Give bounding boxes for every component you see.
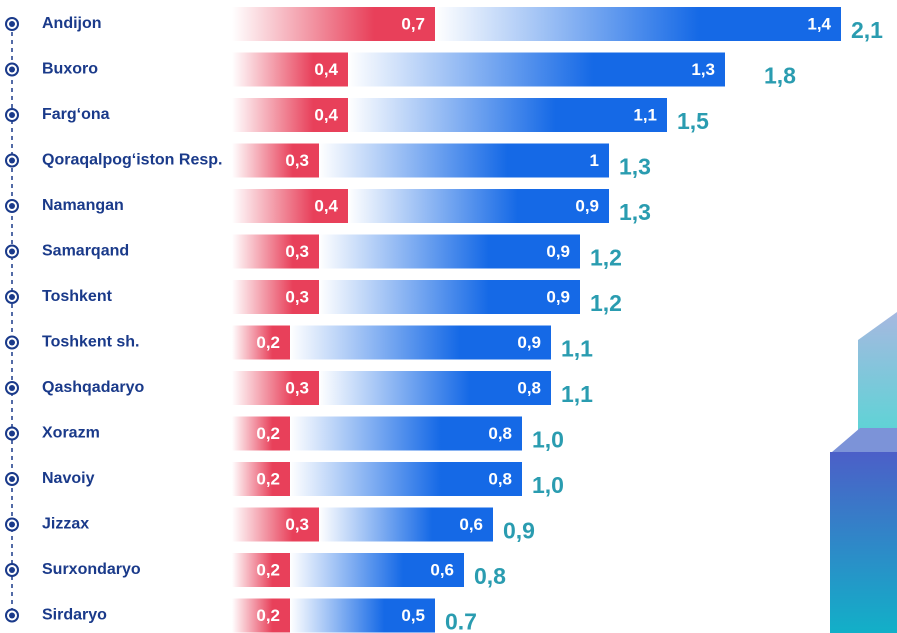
total-label: 1,1	[561, 381, 593, 407]
value-label: 0,4	[314, 60, 338, 79]
category-label: Buxoro	[42, 61, 98, 78]
bar-segment	[435, 7, 841, 41]
category-label: Xorazm	[42, 425, 100, 442]
chart: Andijon 0,7 1,4 2,1 Buxoro 0,4 1,3 1,8 Farg‘ona 0…	[0, 0, 897, 633]
value-label: 0,3	[285, 287, 309, 306]
category-label: Jizzax	[42, 516, 89, 533]
total-label: 0.7	[445, 609, 477, 633]
value-label: 0,9	[546, 287, 570, 306]
bar-segment	[290, 326, 551, 360]
marker-dot	[9, 67, 15, 73]
category-label: Sirdaryo	[42, 607, 107, 624]
value-label: 0,3	[285, 378, 309, 397]
value-label: 0,4	[314, 105, 338, 124]
value-label: 0,8	[488, 469, 512, 488]
value-label: 0,2	[256, 469, 280, 488]
marker-dot	[9, 385, 15, 391]
bar-segment	[319, 371, 551, 405]
value-label: 0,3	[285, 515, 309, 534]
total-label: 1,1	[561, 336, 593, 362]
bar-segment	[319, 280, 580, 314]
bar-segment	[319, 144, 609, 178]
value-label: 0,9	[517, 333, 541, 352]
value-label: 0,6	[459, 515, 483, 534]
value-label: 1,3	[691, 60, 715, 79]
marker-dot	[9, 522, 15, 528]
category-label: Farg‘ona	[42, 106, 110, 123]
category-label: Qoraqalpog‘iston Resp.	[42, 152, 222, 169]
value-label: 0,2	[256, 333, 280, 352]
total-label: 1,3	[619, 154, 651, 180]
bar-segment	[348, 98, 667, 132]
bar-segment	[348, 189, 609, 223]
bar-segment	[290, 417, 522, 451]
value-label: 0,5	[401, 606, 425, 625]
total-label: 1,5	[677, 108, 709, 134]
total-label: 1,0	[532, 472, 564, 498]
category-label: Navoiy	[42, 470, 95, 487]
value-label: 0,4	[314, 196, 338, 215]
marker-dot	[9, 294, 15, 300]
marker-dot	[9, 203, 15, 209]
marker-dot	[9, 158, 15, 164]
value-label: 0,2	[256, 560, 280, 579]
total-label: 1,0	[532, 427, 564, 453]
total-label: 0,9	[503, 518, 535, 544]
bar-segment	[348, 53, 725, 87]
category-label: Toshkent sh.	[42, 334, 140, 351]
value-label: 0,9	[575, 196, 599, 215]
total-label: 1,3	[619, 199, 651, 225]
category-label: Toshkent	[42, 288, 113, 305]
total-label: 0,8	[474, 563, 506, 589]
value-label: 1	[590, 151, 599, 170]
marker-dot	[9, 340, 15, 346]
value-label: 0,9	[546, 242, 570, 261]
category-label: Andijon	[42, 15, 102, 32]
marker-dot	[9, 431, 15, 437]
category-label: Namangan	[42, 197, 124, 214]
total-label: 2,1	[851, 17, 883, 43]
value-label: 0,8	[517, 378, 541, 397]
value-label: 1,1	[633, 105, 657, 124]
marker-dot	[9, 249, 15, 255]
total-label: 1,2	[590, 290, 622, 316]
value-label: 0,2	[256, 424, 280, 443]
category-label: Samarqand	[42, 243, 129, 260]
bar-segment	[319, 235, 580, 269]
marker-dot	[9, 476, 15, 482]
category-label: Qashqadaryo	[42, 379, 144, 396]
bar-segment	[290, 462, 522, 496]
value-label: 0,6	[430, 560, 454, 579]
value-label: 0,3	[285, 242, 309, 261]
marker-dot	[9, 21, 15, 27]
marker-dot	[9, 112, 15, 118]
total-label: 1,8	[764, 63, 796, 89]
value-label: 0,8	[488, 424, 512, 443]
value-label: 0,2	[256, 606, 280, 625]
value-label: 0,3	[285, 151, 309, 170]
marker-dot	[9, 567, 15, 573]
value-label: 1,4	[807, 14, 831, 33]
category-label: Surxondaryo	[42, 561, 141, 578]
total-label: 1,2	[590, 245, 622, 271]
value-label: 0,7	[401, 14, 425, 33]
marker-dot	[9, 613, 15, 619]
